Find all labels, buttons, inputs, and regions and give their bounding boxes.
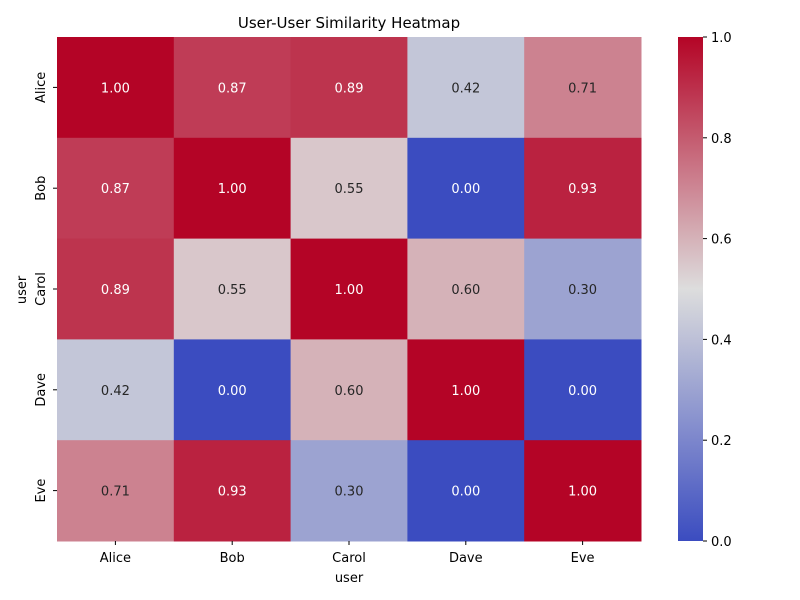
cell-value-label: 0.93 [218,485,247,500]
heatmap-cell [57,238,175,340]
cell-value-label: 0.30 [335,485,364,500]
cell-value-label: 0.89 [101,283,130,298]
colorbar-tick-label: 0.6 [711,233,732,248]
heatmap-cell [524,440,642,542]
x-tick-label: Bob [220,551,245,566]
heatmap-cell [57,440,175,542]
heatmap-cell [173,37,292,139]
heatmap-cell [290,339,408,441]
colorbar-ticks: 0.0 0.2 0.4 0.6 0.8 1.0 [703,31,732,550]
y-tick-label: Carol [34,272,49,306]
colorbar-tick-label: 0.0 [711,535,732,550]
cell-value-label: 0.42 [451,81,480,96]
cell-value-label: 0.60 [451,283,480,298]
cell-value-label: 1.00 [101,81,130,96]
colorbar [678,37,703,541]
colorbar-tick-label: 0.8 [711,132,732,147]
cell-value-label: 0.55 [218,283,247,298]
x-axis-label: user [335,571,364,586]
cell-value-label: 0.55 [335,182,364,197]
heatmap-cell [407,137,525,240]
heatmap-cell [173,238,292,340]
cell-value-label: 0.87 [101,182,130,197]
x-tick-label: Carol [332,551,366,566]
chart-title: User-User Similarity Heatmap [238,14,460,32]
heatmap-cell-labels: 1.00 0.87 0.89 0.42 0.71 0.87 1.00 0.55 0.00 0.93… [101,81,597,499]
heatmap-cell [407,339,525,441]
cell-value-label: 0.87 [218,81,247,96]
colorbar-tick-label: 0.4 [711,333,732,348]
heatmap-cell [524,339,642,441]
x-tick-label: Eve [571,551,595,566]
cell-value-label: 0.89 [335,81,364,96]
x-axis-ticks: Alice Bob Carol Dave Eve [100,541,595,566]
cell-value-label: 1.00 [335,283,364,298]
heatmap-cells [57,37,642,542]
heatmap-cell [290,238,408,340]
cell-value-label: 0.00 [451,182,480,197]
heatmap-cell [57,339,175,441]
heatmap-cell [407,440,525,542]
y-tick-label: Eve [34,479,49,503]
cell-value-label: 0.00 [451,485,480,500]
cell-value-label: 0.71 [568,81,597,96]
cell-value-label: 1.00 [218,182,247,197]
y-axis-ticks: Alice Bob Carol Dave Eve [34,72,57,503]
cell-value-label: 1.00 [451,384,480,399]
heatmap-cell [57,137,175,240]
x-tick-label: Dave [449,551,483,566]
x-tick-label: Alice [100,551,131,566]
y-axis-label: user [15,275,30,304]
heatmap-cell [407,238,525,340]
heatmap-cell [524,137,642,240]
cell-value-label: 0.00 [218,384,247,399]
heatmap-cell [173,440,292,542]
y-tick-label: Bob [34,176,49,201]
colorbar-tick-label: 0.2 [711,434,732,449]
y-tick-label: Dave [34,373,49,407]
cell-value-label: 1.00 [568,485,597,500]
colorbar-tick-label: 1.0 [711,31,732,46]
cell-value-label: 0.00 [568,384,597,399]
heatmap-cell [290,137,408,240]
heatmap-cell [290,440,408,542]
cell-value-label: 0.71 [101,485,130,500]
heatmap-cell [173,339,292,441]
heatmap-cell [57,37,175,139]
y-tick-label: Alice [34,72,49,103]
cell-value-label: 0.60 [335,384,364,399]
heatmap-cell [524,37,642,139]
heatmap-cell [524,238,642,340]
heatmap-cell [407,37,525,139]
heatmap-cell [173,137,292,240]
heatmap-cell [290,37,408,139]
cell-value-label: 0.30 [568,283,597,298]
cell-value-label: 0.93 [568,182,597,197]
cell-value-label: 0.42 [101,384,130,399]
